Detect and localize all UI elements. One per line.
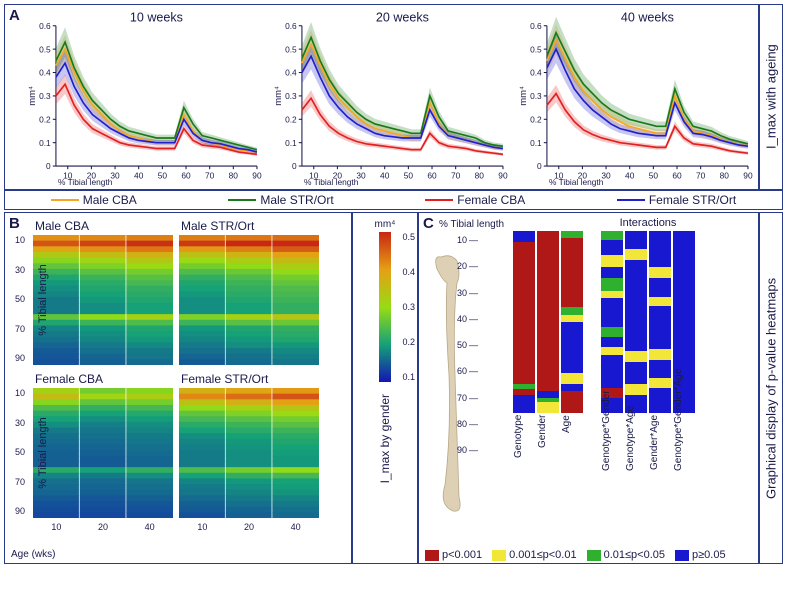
svg-text:% Tibial length: % Tibial length [304, 177, 359, 187]
heatmap-block: Female CBA% Tibial length103050709010204… [33, 372, 173, 532]
heatmap-block: Male STR/Ort [179, 219, 319, 368]
svg-text:0.6: 0.6 [285, 21, 297, 31]
svg-text:0.1: 0.1 [285, 138, 297, 148]
pvalue-column-label: Genotype*Gender*Age [673, 415, 695, 471]
svg-text:0: 0 [292, 161, 297, 171]
svg-text:0.5: 0.5 [39, 44, 51, 54]
panel-b-xlabel: Age (wks) [11, 549, 55, 560]
heatmap-title: Male STR/Ort [181, 219, 319, 233]
svg-text:60: 60 [427, 171, 437, 181]
panel-c-side-label: Graphical display of p-value heatmaps [759, 212, 783, 564]
panel-a-side-label: I_max with ageing [759, 4, 783, 190]
svg-text:80: 80 [229, 171, 239, 181]
pvalue-column: Genotype*Gender*Age [673, 231, 695, 471]
svg-text:60: 60 [181, 171, 191, 181]
pvalue-column-label: Age [561, 415, 583, 471]
svg-text:40 weeks: 40 weeks [621, 11, 674, 25]
svg-text:70: 70 [205, 171, 215, 181]
pvalue-legend-item: 0.001≤p<0.01 [492, 549, 577, 561]
svg-text:0.5: 0.5 [285, 44, 297, 54]
svg-text:40: 40 [625, 171, 635, 181]
legend-item: Male STR/Ort [228, 193, 333, 207]
heatmap-title: Male CBA [35, 219, 173, 233]
svg-text:0.6: 0.6 [530, 21, 542, 31]
pvalue-column-label: Gender [537, 415, 559, 471]
svg-text:0.1: 0.1 [39, 138, 51, 148]
pvalue-legend-item: p≥0.05 [675, 549, 726, 561]
panel-c: C % Tibial length 102030405060708090 Gen… [418, 212, 759, 564]
heatmap-ylabel: % Tibial length [37, 417, 49, 489]
svg-text:0.4: 0.4 [285, 68, 297, 78]
svg-text:40: 40 [380, 171, 390, 181]
svg-text:40: 40 [134, 171, 144, 181]
panel-b-side-label: I_max by gender [378, 394, 392, 483]
pvalue-column: Genotype [513, 231, 535, 471]
legend-item: Female CBA [425, 193, 525, 207]
svg-text:mm⁴: mm⁴ [272, 86, 283, 106]
svg-text:70: 70 [696, 171, 706, 181]
svg-text:90: 90 [744, 171, 754, 181]
svg-text:60: 60 [673, 171, 683, 181]
svg-text:50: 50 [403, 171, 413, 181]
svg-text:0.2: 0.2 [39, 114, 51, 124]
panel-a: A 10 weeks00.10.20.30.40.50.610203040506… [4, 4, 759, 190]
svg-text:% Tibial length: % Tibial length [58, 177, 113, 187]
heatmap-block: Female STR/Ort102040 [179, 372, 319, 532]
svg-text:mm⁴: mm⁴ [26, 86, 37, 106]
line-chart: 40 weeks00.10.20.30.40.50.61020304050607… [514, 9, 754, 187]
line-chart: 10 weeks00.10.20.30.40.50.61020304050607… [23, 9, 263, 187]
pvalue-legend-item: 0.01≤p<0.05 [587, 549, 665, 561]
panel-b-colorbar: mm⁴ 0.50.40.30.20.1 I_max by gender [352, 212, 418, 564]
pvalue-column: Genotype*Gender [601, 231, 623, 471]
heatmap-block: Male CBA% Tibial length1030507090 [33, 219, 173, 368]
svg-text:10 weeks: 10 weeks [130, 11, 183, 25]
pvalue-legend-item: p<0.001 [425, 549, 482, 561]
pvalue-column-label: Genotype [513, 415, 535, 471]
svg-text:0.4: 0.4 [39, 68, 51, 78]
svg-text:mm⁴: mm⁴ [517, 86, 528, 106]
pvalue-column: Genotype*Age [625, 231, 647, 471]
svg-text:80: 80 [720, 171, 730, 181]
legend-a: Male CBA Male STR/Ort Female CBA Female STR… [4, 190, 783, 210]
panel-a-label: A [9, 7, 20, 24]
bone-image: % Tibial length 102030405060708090 [423, 217, 509, 543]
pvalue-column-label: Gender*Age [649, 415, 671, 471]
svg-text:80: 80 [474, 171, 484, 181]
svg-text:0: 0 [537, 161, 542, 171]
pvalue-column-label: Genotype*Age [625, 415, 647, 471]
legend-item: Male CBA [51, 193, 137, 207]
svg-text:0.6: 0.6 [39, 21, 51, 31]
svg-text:0.2: 0.2 [285, 114, 297, 124]
svg-text:50: 50 [649, 171, 659, 181]
svg-text:20 weeks: 20 weeks [376, 11, 429, 25]
svg-text:0.2: 0.2 [530, 114, 542, 124]
svg-text:% Tibial length: % Tibial length [549, 177, 604, 187]
pvalue-legend: p<0.001 0.001≤p<0.01 0.01≤p<0.05 p≥0.05 [419, 547, 758, 563]
heatmap-ylabel: % Tibial length [37, 264, 49, 336]
tibial-length-label: % Tibial length [439, 219, 504, 230]
panel-b: B Male CBA% Tibial length1030507090Male … [4, 212, 352, 564]
legend-item: Female STR/Ort [617, 193, 736, 207]
svg-text:50: 50 [158, 171, 168, 181]
svg-text:90: 90 [498, 171, 508, 181]
svg-text:0.3: 0.3 [39, 91, 51, 101]
pvalue-column: Gender [537, 231, 559, 471]
pvalue-column: Age [561, 231, 583, 471]
svg-text:0.4: 0.4 [530, 68, 542, 78]
pvalue-column: Gender*Age [649, 231, 671, 471]
line-chart: 20 weeks00.10.20.30.40.50.61020304050607… [269, 9, 509, 187]
heatmap-title: Female STR/Ort [181, 372, 319, 386]
heatmap-title: Female CBA [35, 372, 173, 386]
interactions-title: Interactions [601, 217, 695, 229]
svg-text:0.1: 0.1 [530, 138, 542, 148]
pvalue-column-label: Genotype*Gender [601, 415, 623, 471]
svg-text:0.3: 0.3 [285, 91, 297, 101]
svg-text:0: 0 [46, 161, 51, 171]
colorbar-title: mm⁴ [375, 219, 396, 230]
svg-text:0.5: 0.5 [530, 44, 542, 54]
svg-text:0.3: 0.3 [530, 91, 542, 101]
svg-text:90: 90 [252, 171, 262, 181]
svg-text:70: 70 [451, 171, 461, 181]
